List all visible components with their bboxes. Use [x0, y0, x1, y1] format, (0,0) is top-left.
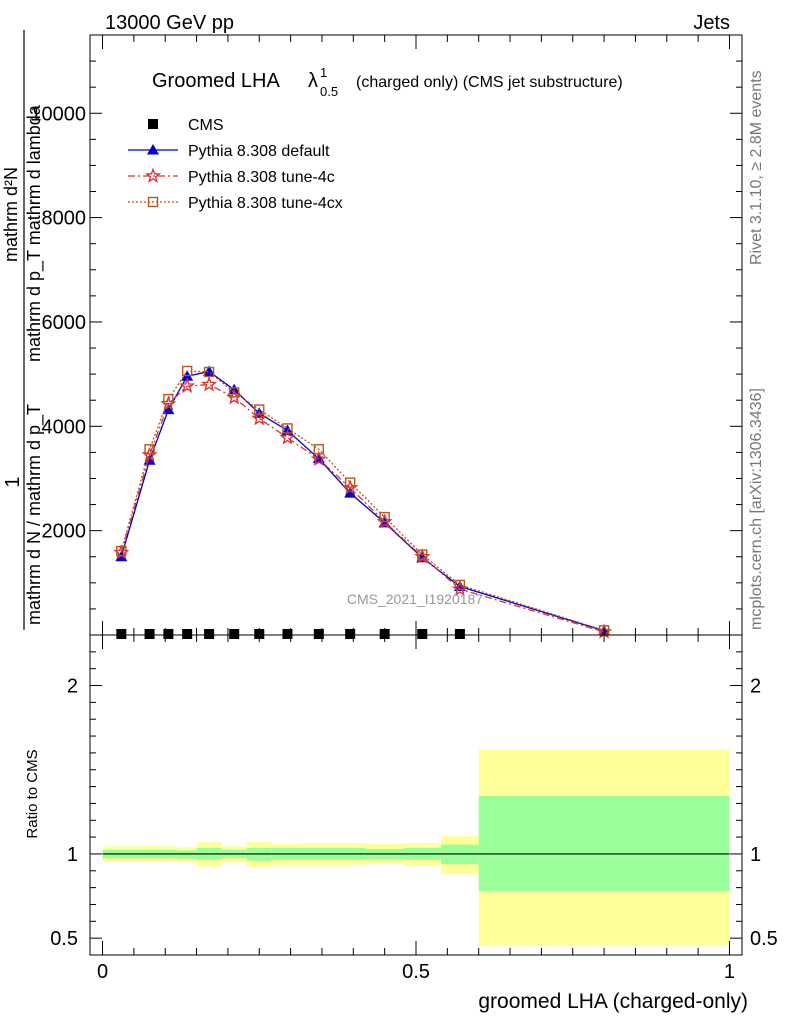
x-axis-label: groomed LHA (charged-only): [478, 990, 748, 1013]
data-point-cms: [182, 629, 193, 639]
ratio-uncertainty-bands: [102, 749, 730, 945]
ratio-y-tick-label-right: 0.5: [750, 928, 778, 950]
data-point-pythia-8-308-tune-4c: [279, 429, 296, 445]
data-point-pythia-8-308-tune-4cx: [144, 444, 155, 455]
data-point-pythia-8-308-tune-4cx: [344, 477, 356, 488]
y-label-denominator: mathrm d N / mathrm d p_T: [24, 404, 45, 625]
main-series-group: [113, 365, 613, 639]
data-point-pythia-8-308-default: [453, 580, 466, 591]
data-point-cms: [345, 629, 356, 639]
ratio-y-axis: 0.5 0.5 1 1 2 2: [50, 651, 778, 950]
ratio-y-tick-label-right: 2: [750, 676, 761, 698]
x-tick-label: 0: [97, 961, 108, 983]
ratio-plot-panel: 0.5 0.51 12 2 0 0.5 1 Ratio to CMS groomed LH…: [24, 634, 778, 1013]
chart-title-lambda: λ: [308, 70, 318, 92]
main-y-tick-label: 8000: [42, 208, 87, 230]
data-point-pythia-8-308-tune-4c: [201, 376, 218, 392]
data-point-pythia-8-308-tune-4c: [310, 450, 327, 466]
main-y-axis: 2000 4000 6000 8000 10000: [30, 34, 742, 636]
x-tick-label: 1: [724, 961, 735, 983]
data-point-cms: [163, 629, 174, 639]
legend-marker: [148, 119, 158, 129]
data-point-pythia-8-308-tune-4c: [179, 377, 196, 394]
header-left-label: 13000 GeV pp: [105, 12, 234, 34]
data-point-pythia-8-308-default: [228, 383, 241, 395]
ratio-y-tick-label-right: 1: [750, 844, 761, 866]
legend-entry-pythia-8-308-tune-4c: Pythia 8.308 tune-4c: [128, 167, 335, 186]
legend-label: Pythia 8.308 tune-4c: [188, 169, 335, 186]
data-point-pythia-8-308-tune-4cx: [116, 545, 127, 557]
chart-title-rest: (charged only) (CMS jet substructure): [356, 74, 623, 91]
y-label-numerator-sub: mathrm d p_T mathrm d lambda: [24, 104, 45, 362]
x-tick-label: 0.5: [402, 961, 430, 983]
legend-entry-pythia-8-308-tune-4cx: Pythia 8.308 tune-4cx: [128, 195, 343, 212]
legend-marker: [147, 144, 159, 155]
main-y-tick-label: 6000: [42, 312, 87, 334]
legend-label: Pythia 8.308 tune-4cx: [188, 195, 343, 212]
data-point-pythia-8-308-tune-4cx: [454, 579, 466, 591]
data-point-pythia-8-308-tune-4cx: [417, 549, 428, 560]
y-label-numerator: mathrm d²N: [1, 167, 21, 262]
legend-entry-pythia-8-308-default: Pythia 8.308 default: [128, 143, 330, 160]
data-point-pythia-8-308-default: [344, 487, 357, 498]
series-pythia-8-308-tune-4cx: [116, 365, 610, 636]
main-x-ticks: [102, 35, 730, 635]
series-cms: [116, 629, 465, 639]
data-point-cms: [282, 629, 293, 639]
data-point-cms: [313, 629, 324, 639]
chart-title: Groomed LHA λ 1 0.5 (charged only) (CMS …: [152, 65, 623, 99]
main-y-tick-label: 2000: [42, 521, 87, 543]
data-point-pythia-8-308-tune-4cx: [181, 365, 193, 377]
legend-entry-cms: CMS: [148, 117, 224, 134]
data-point-cms: [144, 629, 155, 639]
ratio-y-axis-label: Ratio to CMS: [24, 749, 41, 838]
rivet-version-label: Rivet 3.1.10, ≥ 2.8M events: [748, 70, 765, 265]
ratio-y-tick-label: 0.5: [50, 928, 78, 950]
data-point-pythia-8-308-tune-4c: [251, 410, 268, 426]
data-point-pythia-8-308-tune-4cx: [254, 404, 265, 415]
legend-marker: [144, 167, 162, 183]
legend-label: CMS: [188, 117, 224, 134]
mcplots-label: mcplots.cern.ch [arXiv:1306.3436]: [748, 388, 765, 630]
main-y-tick-label: 10000: [30, 103, 86, 125]
ratio-y-tick-label: 1: [67, 844, 78, 866]
data-point-pythia-8-308-tune-4cx: [203, 366, 215, 378]
main-plot-panel: 2000 4000 6000 8000 10000 CMS_2021_I1920187: [30, 34, 743, 639]
analysis-watermark: CMS_2021_I1920187: [347, 591, 483, 607]
main-y-tick-label: 4000: [42, 416, 87, 438]
legend: CMS Pythia 8.308 default Pythia 8.308 tune…: [128, 117, 343, 212]
legend-marker: [147, 196, 159, 208]
legend-label: Pythia 8.308 default: [188, 143, 330, 160]
data-point-pythia-8-308-tune-4cx: [282, 423, 293, 434]
data-point-pythia-8-308-tune-4cx: [228, 387, 240, 398]
series-line-pythia-8-308-tune-4c: [120, 383, 605, 633]
main-y-axis-label: 1 mathrm d N / mathrm d p_T mathrm d²N m…: [1, 30, 45, 630]
data-point-cms: [116, 629, 127, 639]
ratio-inner-band: [478, 795, 730, 891]
chart-title-superscript: 1: [320, 65, 327, 80]
data-point-pythia-8-308-tune-4cx: [379, 511, 390, 523]
ratio-inner-band: [177, 850, 197, 859]
data-point-pythia-8-308-default: [203, 365, 216, 377]
ratio-y-tick-label: 2: [67, 676, 78, 698]
data-point-cms: [229, 629, 240, 639]
ratio-x-axis: 0 0.5 1: [97, 635, 735, 983]
data-point-pythia-8-308-tune-4cx: [313, 444, 325, 455]
chart-title-main: Groomed LHA: [152, 70, 280, 92]
data-point-cms: [417, 629, 428, 639]
header-right-label: Jets: [693, 12, 730, 34]
data-point-cms: [454, 629, 465, 639]
data-point-pythia-8-308-tune-4cx: [163, 393, 174, 405]
data-point-cms: [204, 629, 215, 639]
chart-title-subscript: 0.5: [320, 84, 338, 99]
y-label-one: 1: [2, 476, 24, 487]
data-point-pythia-8-308-default: [162, 403, 175, 415]
